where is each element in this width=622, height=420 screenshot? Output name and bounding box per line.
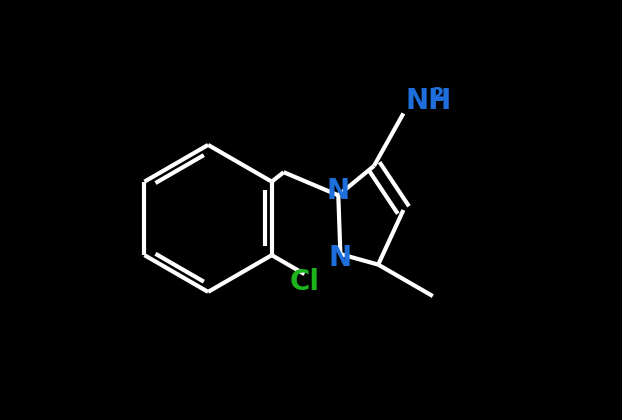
Text: NH: NH: [406, 87, 452, 115]
Text: N: N: [327, 177, 350, 205]
Text: N: N: [329, 244, 352, 272]
Text: Cl: Cl: [289, 268, 320, 297]
Text: 2: 2: [430, 86, 444, 105]
